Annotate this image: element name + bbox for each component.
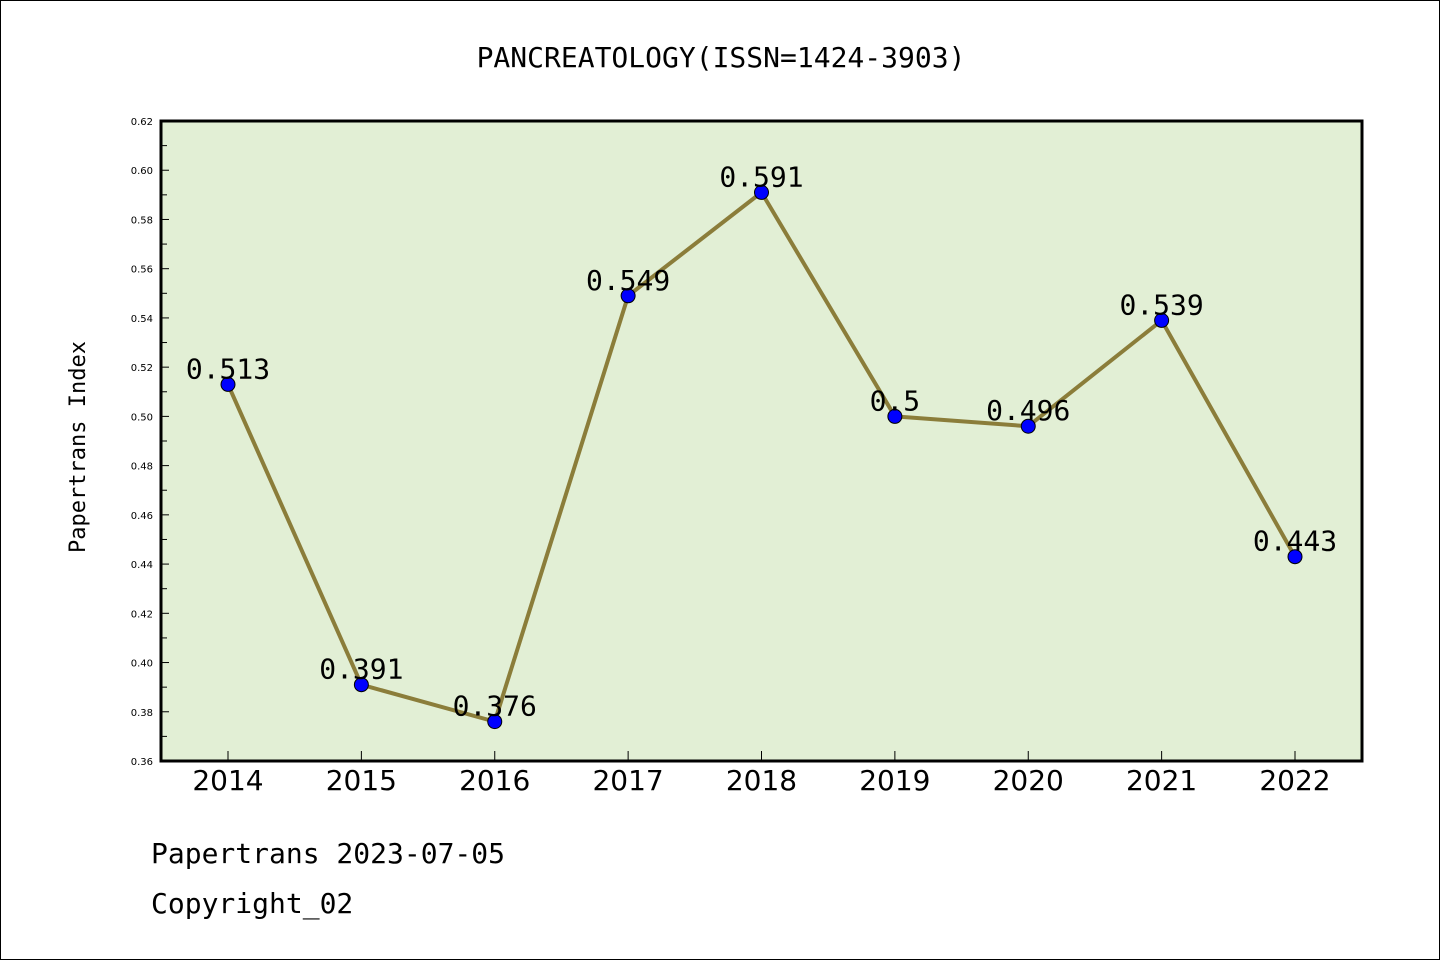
x-tick-label: 2017 <box>592 764 663 797</box>
y-tick-label: 0.40 <box>131 659 153 670</box>
x-tick-label: 2022 <box>1259 764 1330 797</box>
data-point-2020 <box>1020 418 1036 434</box>
series-group: 0.513 0.391 0.376 0.549 0.591 0.5 0.496 0.539 0.… <box>186 160 1337 730</box>
data-label-2021: 0.539 <box>1119 288 1203 321</box>
y-tick-label: 0.54 <box>131 314 153 325</box>
footer-date: Papertrans 2023-07-05 <box>151 837 506 870</box>
y-tick-label: 0.48 <box>131 462 153 473</box>
x-tick-label: 2014 <box>192 764 263 797</box>
y-tick-label: 0.38 <box>131 708 153 719</box>
data-point-2017 <box>620 288 636 304</box>
plot-area <box>159 119 1364 763</box>
x-tick-label: 2021 <box>1126 764 1197 797</box>
y-tick-label: 0.36 <box>131 757 153 768</box>
data-point-2019 <box>887 408 903 424</box>
x-tick-label: 2018 <box>726 764 797 797</box>
data-point-2021 <box>1154 312 1170 328</box>
x-tick-label: 2020 <box>993 764 1064 797</box>
y-tick-label: 0.52 <box>131 363 153 374</box>
x-tick-label: 2019 <box>859 764 930 797</box>
data-label-2020: 0.496 <box>986 394 1070 427</box>
data-label-2019: 0.5 <box>870 384 921 417</box>
y-axis-label: Papertrans Index <box>66 341 91 553</box>
data-point-2015 <box>353 677 369 693</box>
data-label-2018: 0.591 <box>719 160 803 193</box>
data-label-2014: 0.513 <box>186 352 270 385</box>
y-tick-label: 0.58 <box>131 215 153 226</box>
x-axis: 2014 2015 2016 2017 2018 2019 2020 2021 2022 <box>192 751 1331 797</box>
data-label-2017: 0.549 <box>586 264 670 297</box>
y-tick-label: 0.56 <box>131 265 153 276</box>
y-tick-label: 0.50 <box>131 412 153 423</box>
data-label-2016: 0.376 <box>453 690 537 723</box>
y-axis: 0.36 0.38 0.40 0.42 0.44 0.46 0.48 0.50 0.52 0.54… <box>131 117 169 768</box>
y-tick-label: 0.42 <box>131 609 153 620</box>
data-point-2016 <box>487 714 503 730</box>
chart-title: PANCREATOLOGY(ISSN=1424-3903) <box>477 41 966 74</box>
y-tick-label: 0.46 <box>131 511 153 522</box>
data-point-2022 <box>1287 549 1303 565</box>
data-label-2022: 0.443 <box>1253 525 1337 558</box>
data-point-2014 <box>220 376 236 392</box>
y-tick-label: 0.62 <box>131 117 153 128</box>
x-tick-label: 2016 <box>459 764 530 797</box>
y-tick-label: 0.44 <box>131 560 153 571</box>
y-tick-label: 0.60 <box>131 166 153 177</box>
data-point-2018 <box>754 184 769 200</box>
x-tick-label: 2015 <box>326 764 397 797</box>
footer-copyright: Copyright_02 <box>151 887 354 920</box>
data-label-2015: 0.391 <box>319 653 403 686</box>
